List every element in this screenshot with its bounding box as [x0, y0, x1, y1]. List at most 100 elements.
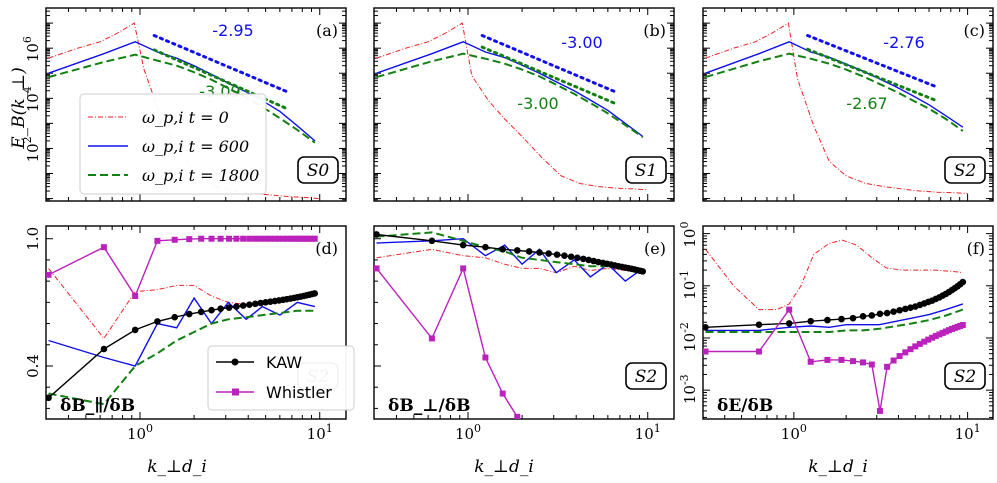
whistler-point	[786, 306, 793, 313]
whistler-point	[290, 235, 297, 242]
ratio-label: δB_⊥/δB	[388, 396, 470, 416]
sim-tag: S2	[954, 161, 976, 181]
kaw-point	[553, 251, 561, 258]
panel-label: (a)	[316, 21, 338, 40]
x-tick-label: 101	[635, 422, 661, 443]
x-tick-label: 100	[127, 422, 153, 443]
kaw-point	[217, 305, 224, 313]
kaw-point	[525, 248, 533, 255]
panel-f: 100 101 10-3 10-2 10-1 100 (f) S2 δE/δB	[678, 222, 994, 443]
whistler-point	[959, 322, 966, 329]
panel-frame	[373, 7, 675, 202]
series-line--p-i-t-0	[376, 22, 648, 191]
y-tick-label: 10-1	[678, 270, 699, 300]
kaw-point	[208, 306, 215, 314]
whistler-point	[942, 328, 949, 335]
y-tick-label: 106	[21, 36, 42, 62]
whistler-point	[929, 334, 936, 341]
kaw-point	[499, 246, 506, 253]
legend-marker	[231, 358, 239, 366]
whistler-point	[921, 338, 928, 345]
whistler-point	[297, 235, 304, 242]
kaw-point	[428, 237, 436, 245]
sim-tag-box	[625, 156, 667, 184]
whistler-point	[514, 413, 521, 419]
kaw-point	[100, 345, 108, 353]
sim-tag-box	[625, 362, 667, 390]
series-line--p-i-t-0	[705, 239, 963, 311]
whistler-point	[154, 237, 161, 244]
series-line-whistler	[48, 237, 315, 298]
kaw-point	[257, 299, 264, 307]
legend-label: KAW	[266, 353, 302, 372]
whistler-point	[703, 348, 709, 355]
y-tick-label: 100	[678, 222, 699, 248]
series-line--p-i-t-600	[376, 41, 644, 138]
panel-label: (c)	[964, 21, 985, 40]
kaw-point	[567, 253, 575, 261]
panel-frame	[702, 7, 994, 202]
kaw-point	[225, 304, 233, 311]
sim-tag-box	[944, 362, 986, 390]
whistler-point	[294, 235, 301, 242]
whistler-point	[945, 327, 952, 334]
panel-label: (e)	[644, 239, 666, 258]
kaw-point	[959, 278, 967, 286]
whistler-point	[907, 346, 914, 353]
series-line-fit-2-95	[152, 34, 288, 93]
x-axis-label-e: k_⊥d_i	[474, 457, 534, 477]
whistler-point	[374, 265, 380, 272]
whistler-point	[132, 292, 139, 299]
whistler-point	[896, 353, 903, 360]
legend-marker	[232, 388, 239, 396]
slope-label: -2.76	[883, 33, 924, 52]
kaw-point	[197, 308, 205, 316]
whistler-point	[208, 235, 215, 242]
whistler-point	[428, 335, 435, 342]
kaw-point	[311, 290, 319, 297]
whistler-point	[257, 235, 264, 242]
whistler-point	[46, 271, 52, 278]
kaw-point	[561, 252, 568, 259]
kaw-point	[513, 247, 521, 254]
slope-label: -2.67	[846, 94, 887, 113]
series-line--p-i-t-600	[705, 303, 964, 332]
whistler-point	[311, 235, 318, 242]
panel-frame	[702, 225, 994, 420]
kaw-point	[859, 313, 867, 320]
whistler-point	[283, 235, 290, 242]
whistler-point	[198, 235, 205, 242]
kaw-point	[703, 324, 709, 331]
y-tick-label: 102	[21, 136, 42, 162]
whistler-point	[925, 336, 932, 343]
sim-tag: S2	[635, 367, 657, 387]
legend-label: ω_p,i t = 600	[142, 137, 249, 156]
kaw-point	[876, 310, 884, 318]
ratio-label: δB_∥/δB	[60, 396, 135, 416]
whistler-point	[240, 235, 247, 242]
ratio-label: δE/δB	[717, 396, 773, 416]
kaw-point	[868, 312, 876, 319]
legend-box	[79, 93, 267, 195]
sim-tag-box	[944, 156, 986, 184]
kaw-point	[374, 231, 380, 238]
kaw-point	[755, 321, 763, 328]
series-line--p-i-t-600	[705, 41, 964, 128]
series-line-fit-3-00-green	[480, 45, 616, 105]
whistler-point	[916, 340, 923, 347]
sim-tag: S2	[954, 367, 976, 387]
whistler-point	[217, 235, 224, 242]
whistler-point	[460, 265, 467, 272]
kaw-point	[251, 300, 259, 308]
whistler-point	[936, 331, 943, 338]
legend-label: Whistler	[266, 383, 332, 402]
slope-label: -3.00	[517, 94, 558, 113]
x-axis-label-d: k_⊥d_i	[147, 457, 207, 477]
panel-e: 100 101 (e) S2 δB_⊥/δB	[373, 225, 675, 443]
legend-model: KAW Whistler	[207, 345, 355, 411]
panel-frame	[45, 225, 347, 420]
series-line-fit-3-00-blue	[480, 34, 616, 93]
whistler-point	[850, 358, 857, 365]
kaw-point	[902, 305, 909, 313]
